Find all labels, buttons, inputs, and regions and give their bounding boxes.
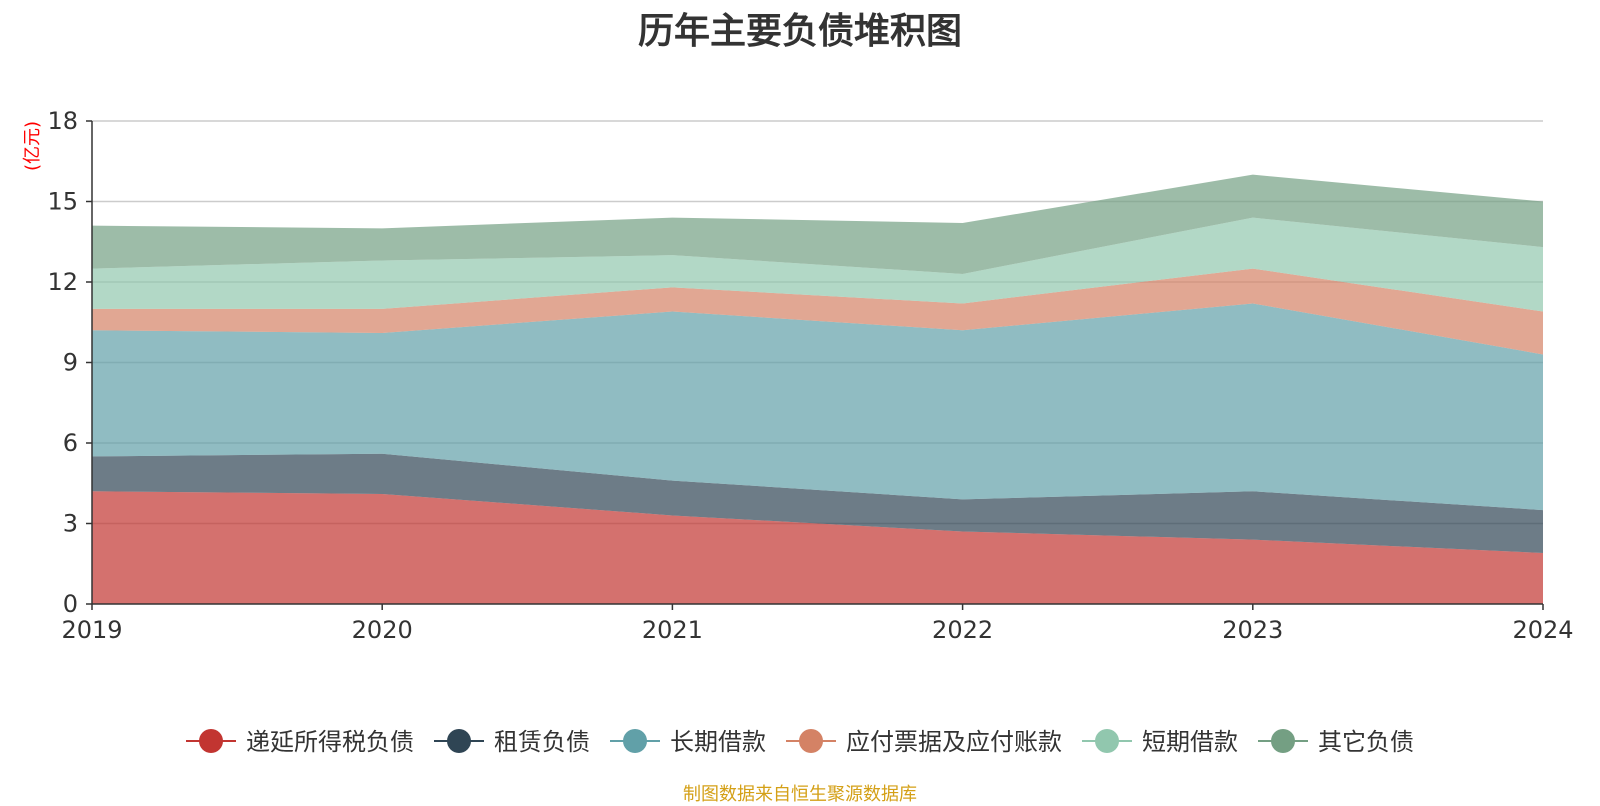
y-tick-label: 3 <box>63 510 78 538</box>
legend-item-1[interactable]: 租赁负债 <box>434 728 590 756</box>
y-tick-label: 18 <box>47 107 78 135</box>
y-tick-label: 9 <box>63 349 78 377</box>
area-series-3[interactable] <box>92 268 1543 355</box>
legend-marker <box>799 729 823 753</box>
x-tick-label: 2019 <box>61 616 122 644</box>
x-tick-label: 2023 <box>1222 616 1283 644</box>
legend[interactable]: 递延所得税负债 租赁负债 长期借款 应付票据及应付账款 短期借款 其它负债 <box>186 728 1414 756</box>
area-series-0[interactable] <box>92 491 1543 604</box>
legend-marker <box>447 729 471 753</box>
legend-marker <box>1271 729 1295 753</box>
x-tick-label: 2022 <box>932 616 993 644</box>
area-series-group <box>92 174 1543 604</box>
legend-label: 租赁负债 <box>494 728 590 756</box>
x-tick-label: 2021 <box>642 616 703 644</box>
legend-item-0[interactable]: 递延所得税负债 <box>186 728 414 756</box>
legend-label: 短期借款 <box>1142 728 1238 756</box>
legend-marker <box>1095 729 1119 753</box>
y-tick-label: 15 <box>47 188 78 216</box>
y-tick-label: 6 <box>63 429 78 457</box>
source-note: 制图数据来自恒生聚源数据库 <box>683 784 917 805</box>
area-series-4[interactable] <box>92 217 1543 312</box>
y-tick-label: 12 <box>47 268 78 296</box>
area-series-2[interactable] <box>92 303 1543 511</box>
area-series-1[interactable] <box>92 453 1543 554</box>
chart-title: 历年主要负债堆积图 <box>637 11 962 52</box>
x-tick-label: 2024 <box>1512 616 1573 644</box>
axes: 0 3 6 9 12 15 18 2019 2020 2021 2022 2023 2024 (亿元) <box>22 107 1574 644</box>
y-axis-unit-label: (亿元) <box>22 121 43 171</box>
area-series-5[interactable] <box>92 174 1543 274</box>
legend-marker <box>623 729 647 753</box>
legend-label: 长期借款 <box>670 728 766 756</box>
legend-item-5[interactable]: 其它负债 <box>1258 728 1414 756</box>
legend-label: 递延所得税负债 <box>246 728 414 756</box>
y-tick-label: 0 <box>63 590 78 618</box>
legend-label: 其它负债 <box>1318 728 1414 756</box>
legend-item-2[interactable]: 长期借款 <box>610 728 766 756</box>
legend-item-4[interactable]: 短期借款 <box>1082 728 1238 756</box>
legend-marker <box>199 729 223 753</box>
legend-item-3[interactable]: 应付票据及应付账款 <box>786 728 1062 756</box>
x-tick-label: 2020 <box>352 616 413 644</box>
legend-label: 应付票据及应付账款 <box>846 728 1062 756</box>
